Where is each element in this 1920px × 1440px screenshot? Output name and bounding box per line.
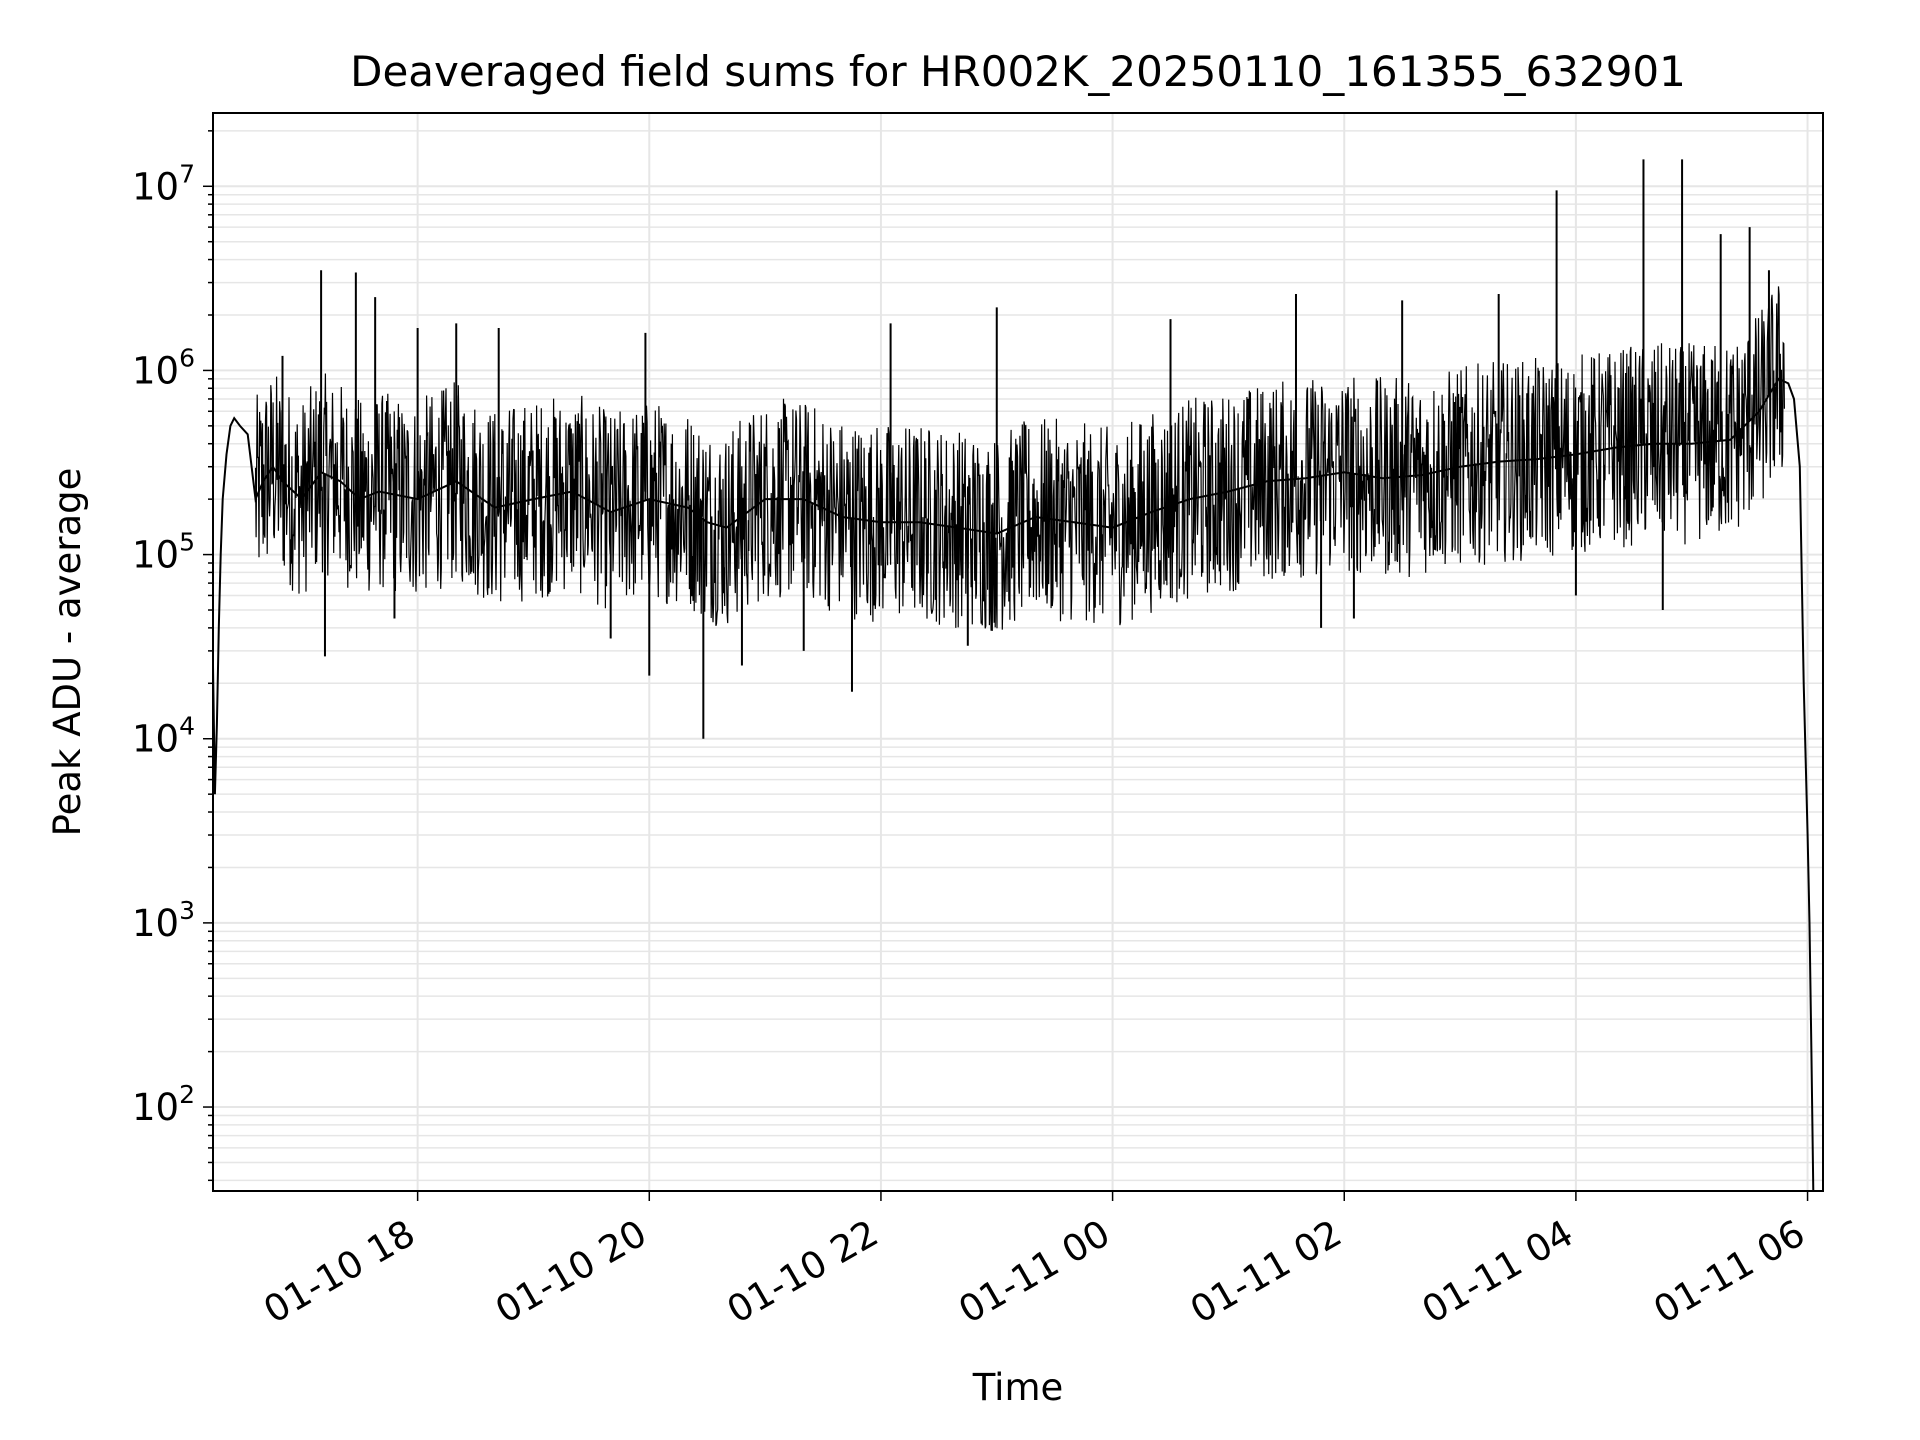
y-axis-label: Peak ADU - average <box>46 468 89 837</box>
plot-area <box>212 159 1815 1192</box>
y-tick-label: 104 <box>132 712 195 761</box>
series-noise-line <box>254 286 1785 631</box>
y-tick-label: 102 <box>132 1080 195 1129</box>
x-axis-label: Time <box>972 1366 1064 1409</box>
y-tick-label: 107 <box>132 159 195 208</box>
y-tick-label: 106 <box>132 343 195 392</box>
y-tick-label: 103 <box>132 896 195 945</box>
y-tick-label: 105 <box>132 528 195 577</box>
chart-title: Deaveraged field sums for HR002K_2025011… <box>350 47 1686 96</box>
axes-frame <box>212 112 1824 1192</box>
series-line <box>212 377 1815 1192</box>
